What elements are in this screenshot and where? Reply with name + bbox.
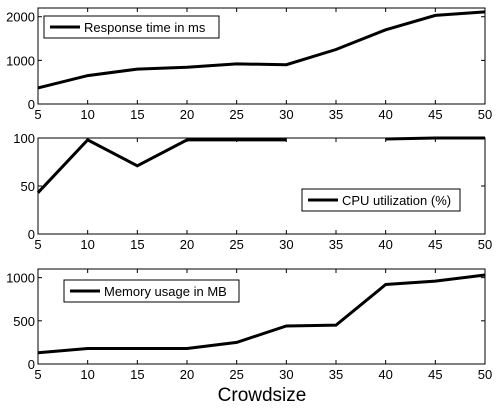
- x-tick-label: 30: [279, 237, 293, 252]
- legend-box: [301, 188, 461, 212]
- y-tick-label: 1000: [6, 271, 35, 286]
- legend: Memory usage in MB: [63, 279, 240, 303]
- x-tick-label: 5: [34, 237, 41, 252]
- x-tick-label: 50: [478, 367, 492, 382]
- x-tick-label: 45: [428, 367, 442, 382]
- x-tick-label: 40: [378, 367, 392, 382]
- x-tick-label: 35: [329, 367, 343, 382]
- legend-label: CPU utilization (%): [342, 193, 451, 208]
- x-tick-label: 10: [80, 367, 94, 382]
- x-tick-label: 15: [130, 237, 144, 252]
- x-tick-label: 30: [279, 367, 293, 382]
- y-tick-label: 0: [28, 227, 35, 242]
- x-tick-label: 35: [329, 237, 343, 252]
- x-tick-label: 50: [478, 107, 492, 122]
- series-line-1: [36, 136, 485, 194]
- x-tick-label: 20: [180, 237, 194, 252]
- x-tick-label: 25: [229, 107, 243, 122]
- legend-label: Response time in ms: [84, 20, 206, 35]
- y-tick-label: 2000: [6, 10, 35, 25]
- legend: CPU utilization (%): [301, 188, 461, 212]
- y-tick-label: 1000: [6, 53, 35, 68]
- x-tick-label: 20: [180, 107, 194, 122]
- plot-frame: [37, 7, 486, 105]
- x-tick-label: 10: [80, 237, 94, 252]
- x-tick-label: 45: [428, 107, 442, 122]
- x-tick-label: 25: [229, 237, 243, 252]
- x-tick-label: 40: [378, 107, 392, 122]
- legend-label: Memory usage in MB: [104, 284, 227, 299]
- y-tick-label: 0: [28, 357, 35, 372]
- x-tick-label: 50: [478, 237, 492, 252]
- series-line-1: [37, 273, 486, 355]
- chart-panel-2: 5 10 15 20 25 30 35 40 45 50 0 50 100 CPU utilization…: [13, 131, 492, 252]
- x-tick-label: 25: [229, 367, 243, 382]
- legend-box: [43, 15, 220, 39]
- x-tick-label: 5: [34, 107, 41, 122]
- x-tick-label: 30: [279, 107, 293, 122]
- y-tick-label: 0: [28, 97, 35, 112]
- x-tick-label: 15: [130, 367, 144, 382]
- chart-panel-1: 5 10 15 20 25 30 35 40 45 50 0 1000 2000 Response tim…: [6, 7, 492, 122]
- x-tick-label: 5: [34, 367, 41, 382]
- x-axis-label: Crowdsize: [218, 385, 307, 406]
- legend-box: [63, 279, 240, 303]
- x-tick-label: 10: [80, 107, 94, 122]
- x-tick-label: 40: [378, 237, 392, 252]
- legend: Response time in ms: [43, 15, 220, 39]
- x-tick-label: 45: [428, 237, 442, 252]
- x-tick-label: 35: [329, 107, 343, 122]
- y-tick-label: 50: [21, 179, 35, 194]
- y-tick-label: 100: [13, 131, 35, 146]
- plot-frame: [37, 268, 486, 365]
- series-line-1: [37, 10, 486, 90]
- y-tick-label: 500: [13, 314, 35, 329]
- x-tick-label: 20: [180, 367, 194, 382]
- x-tick-label: 15: [130, 107, 144, 122]
